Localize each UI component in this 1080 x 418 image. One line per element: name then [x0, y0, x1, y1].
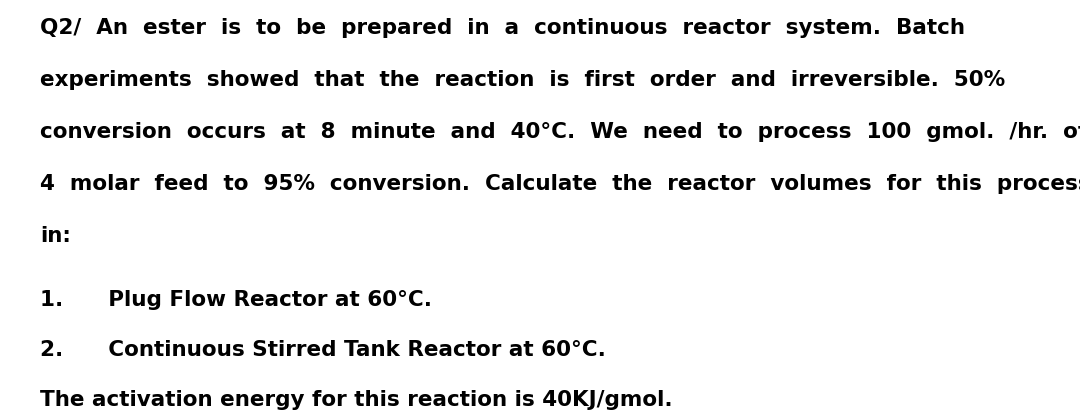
Text: The activation energy for this reaction is 40KJ/gmol.: The activation energy for this reaction …: [40, 390, 673, 410]
Text: 4  molar  feed  to  95%  conversion.  Calculate  the  reactor  volumes  for  thi: 4 molar feed to 95% conversion. Calculat…: [40, 174, 1080, 194]
Text: in:: in:: [40, 226, 71, 246]
Text: 1.      Plug Flow Reactor at 60°C.: 1. Plug Flow Reactor at 60°C.: [40, 290, 432, 310]
Text: 2.      Continuous Stirred Tank Reactor at 60°C.: 2. Continuous Stirred Tank Reactor at 60…: [40, 340, 606, 360]
Text: experiments  showed  that  the  reaction  is  first  order  and  irreversible.  : experiments showed that the reaction is …: [40, 70, 1005, 90]
Text: Q2/  An  ester  is  to  be  prepared  in  a  continuous  reactor  system.  Batch: Q2/ An ester is to be prepared in a cont…: [40, 18, 966, 38]
Text: conversion  occurs  at  8  minute  and  40°C.  We  need  to  process  100  gmol.: conversion occurs at 8 minute and 40°C. …: [40, 122, 1080, 142]
